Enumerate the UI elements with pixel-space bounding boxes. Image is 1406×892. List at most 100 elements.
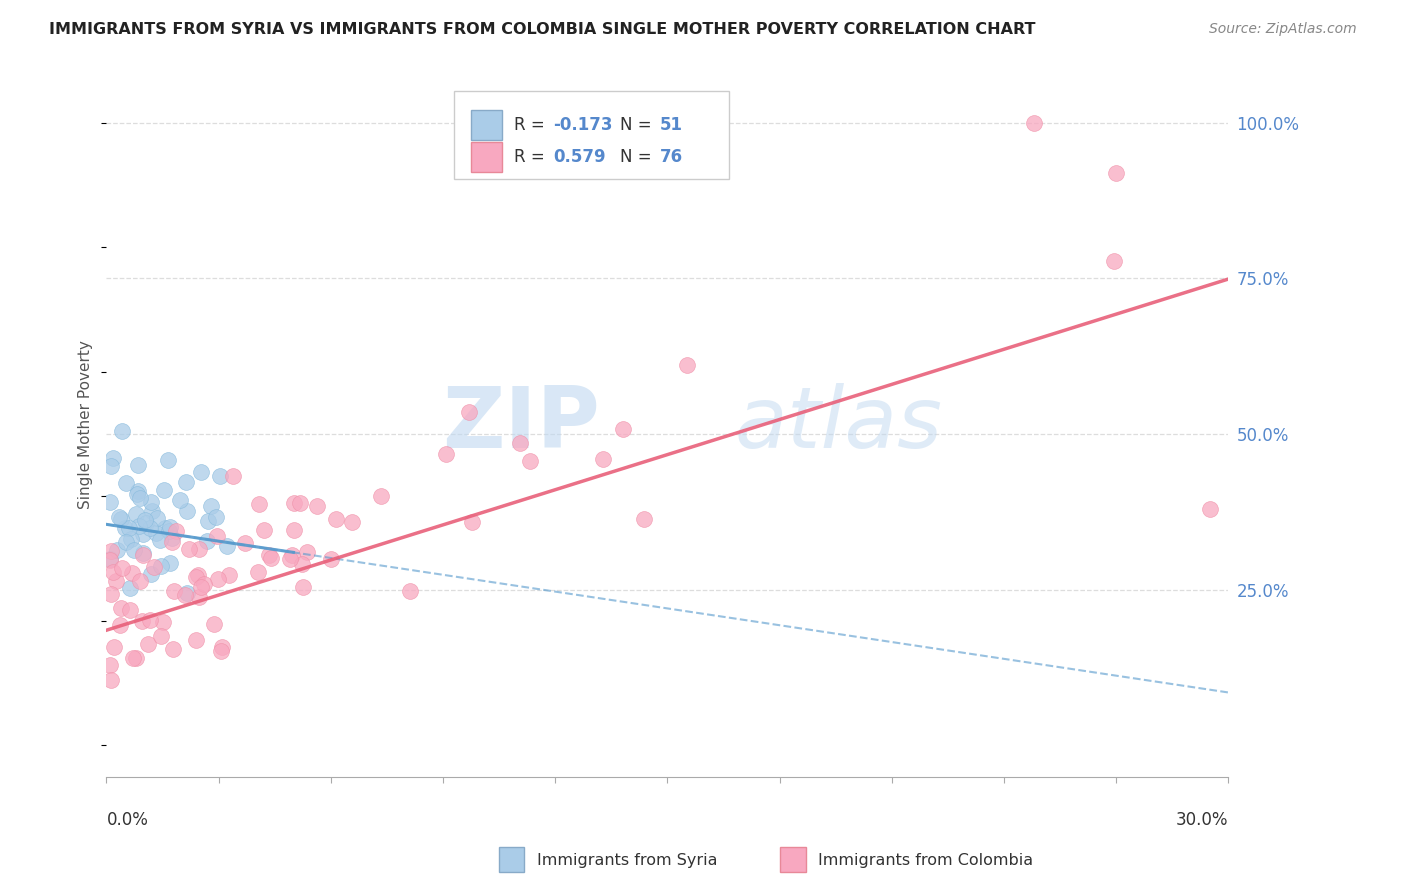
Y-axis label: Single Mother Poverty: Single Mother Poverty: [79, 341, 93, 509]
Text: 51: 51: [659, 116, 682, 134]
Text: IMMIGRANTS FROM SYRIA VS IMMIGRANTS FROM COLOMBIA SINGLE MOTHER POVERTY CORRELAT: IMMIGRANTS FROM SYRIA VS IMMIGRANTS FROM…: [49, 22, 1036, 37]
Point: [1022, 116, 1045, 130]
Point: [143, 559, 166, 574]
Point: [187, 590, 209, 604]
Text: 0.579: 0.579: [553, 148, 606, 166]
Point: [186, 570, 208, 584]
Point: [111, 561, 134, 575]
Point: [207, 529, 229, 543]
Point: [104, 574, 127, 588]
Point: [218, 567, 240, 582]
Point: [131, 615, 153, 629]
Point: [98, 657, 121, 672]
Point: [110, 601, 132, 615]
Point: [153, 521, 176, 535]
Point: [197, 514, 219, 528]
Point: [295, 544, 318, 558]
Point: [1105, 165, 1128, 179]
Text: 76: 76: [659, 148, 683, 166]
Point: [110, 512, 132, 526]
Point: [211, 640, 233, 654]
Point: [176, 586, 198, 600]
Point: [307, 499, 329, 513]
Point: [184, 632, 207, 647]
Point: [190, 465, 212, 479]
Point: [283, 496, 305, 510]
Point: [509, 436, 531, 450]
Point: [145, 525, 167, 540]
Point: [195, 533, 218, 548]
Point: [457, 405, 479, 419]
Point: [122, 543, 145, 558]
Point: [209, 644, 232, 658]
Point: [160, 531, 183, 545]
Point: [159, 556, 181, 570]
Point: [193, 577, 215, 591]
Point: [676, 359, 699, 373]
Point: [1104, 253, 1126, 268]
Point: [233, 536, 256, 550]
Point: [135, 516, 157, 531]
Point: [1198, 501, 1220, 516]
Point: [122, 651, 145, 665]
Point: [131, 526, 153, 541]
Point: [283, 523, 305, 537]
Point: [257, 549, 280, 563]
Point: [149, 533, 172, 547]
Point: [157, 453, 180, 467]
Point: [190, 580, 212, 594]
Text: atlas: atlas: [735, 384, 942, 467]
Point: [100, 458, 122, 473]
Point: [105, 542, 128, 557]
Point: [291, 557, 314, 571]
Point: [127, 458, 149, 472]
Point: [115, 534, 138, 549]
Point: [101, 451, 124, 466]
FancyBboxPatch shape: [454, 91, 730, 178]
Point: [187, 568, 209, 582]
Point: [208, 469, 231, 483]
Point: [141, 495, 163, 509]
Text: N =: N =: [620, 148, 657, 166]
Point: [153, 483, 176, 498]
Point: [460, 515, 482, 529]
FancyBboxPatch shape: [471, 143, 502, 172]
Point: [100, 587, 122, 601]
Point: [128, 574, 150, 588]
Point: [174, 475, 197, 489]
Text: R =: R =: [513, 116, 550, 134]
Text: -0.173: -0.173: [553, 116, 613, 134]
Point: [128, 518, 150, 533]
Point: [149, 629, 172, 643]
Point: [246, 565, 269, 579]
Point: [145, 510, 167, 524]
Point: [633, 512, 655, 526]
Point: [253, 523, 276, 537]
Point: [120, 582, 142, 596]
FancyBboxPatch shape: [471, 110, 502, 140]
Point: [165, 524, 187, 538]
Text: Immigrants from Colombia: Immigrants from Colombia: [818, 853, 1033, 868]
Point: [100, 494, 122, 508]
Point: [100, 673, 122, 687]
Point: [399, 583, 422, 598]
Point: [162, 642, 184, 657]
Point: [319, 552, 342, 566]
Point: [98, 553, 121, 567]
Point: [370, 489, 392, 503]
Point: [221, 469, 243, 483]
Point: [108, 617, 131, 632]
Point: [202, 616, 225, 631]
Point: [108, 510, 131, 524]
Point: [215, 539, 238, 553]
Point: [176, 504, 198, 518]
Point: [519, 454, 541, 468]
Text: 0.0%: 0.0%: [107, 811, 149, 829]
Point: [249, 497, 271, 511]
Point: [204, 510, 226, 524]
Point: [169, 493, 191, 508]
Point: [325, 512, 347, 526]
Point: [340, 515, 363, 529]
Point: [207, 572, 229, 586]
Point: [152, 615, 174, 629]
